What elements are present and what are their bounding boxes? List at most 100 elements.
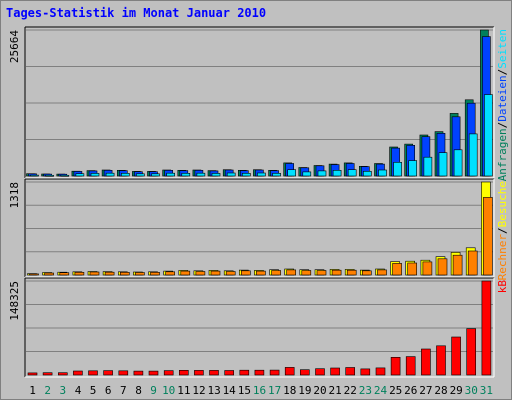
day-bars: [330, 367, 340, 376]
day-bars: [390, 356, 401, 376]
bar-seiten: [362, 171, 372, 177]
day-bars: [358, 166, 372, 177]
bar-seiten: [393, 162, 402, 177]
bar-seiten: [136, 173, 145, 177]
bar-seiten: [302, 171, 312, 177]
day-label: 15: [238, 384, 251, 397]
bar-rechner: [301, 270, 312, 276]
bar-kb: [194, 370, 204, 376]
day-bars: [450, 252, 463, 276]
bar-kb: [239, 369, 250, 376]
day-bars: [209, 370, 219, 376]
day-bars: [133, 271, 145, 276]
day-label: 20: [313, 384, 326, 397]
day-bars: [194, 370, 204, 376]
bar-seiten: [347, 169, 357, 177]
bar-rechner: [407, 262, 418, 276]
day-bars: [269, 269, 281, 276]
bar-rechner: [377, 269, 387, 276]
bar-kb: [375, 367, 386, 376]
day-bars: [71, 170, 85, 177]
day-label: 11: [177, 384, 190, 397]
day-bars: [389, 146, 402, 177]
day-bars: [86, 170, 100, 177]
day-bars: [345, 367, 356, 376]
day-bars: [88, 370, 98, 376]
day-bars: [435, 256, 448, 276]
bar-rechner: [483, 197, 493, 276]
bar-kb: [224, 370, 234, 376]
bar-rechner: [392, 263, 402, 276]
day-label: 25: [389, 384, 402, 397]
legend-item: /: [496, 69, 509, 76]
day-bars: [390, 261, 402, 276]
day-bars: [481, 280, 492, 376]
day-bars: [193, 270, 206, 276]
day-label: 21: [328, 384, 341, 397]
day-bars: [449, 113, 463, 177]
bar-seiten: [151, 173, 160, 177]
bar-kb: [88, 370, 98, 376]
bar-seiten: [484, 94, 493, 177]
chart-panels: 25664Anfragen/Dateien/Seiten1318Rechner/…: [8, 26, 509, 378]
day-bars: [192, 169, 206, 177]
day-bars: [328, 163, 342, 177]
day-bars: [57, 372, 68, 376]
day-label: 31: [480, 384, 493, 397]
day-label: 17: [268, 384, 281, 397]
bar-seiten: [45, 175, 54, 177]
legend-text: Rechner/Besuche: [496, 181, 509, 280]
day-bars: [480, 29, 493, 177]
day-bars: [27, 273, 39, 276]
day-label: 9: [150, 384, 157, 397]
bar-kb: [27, 372, 38, 376]
day-bars: [57, 271, 70, 276]
bar-rechner: [120, 271, 130, 276]
day-bars: [207, 170, 221, 177]
day-bars: [87, 271, 100, 276]
legend-middle: Rechner/Besuche: [496, 181, 509, 280]
bar-rechner: [346, 269, 357, 276]
day-bars: [101, 169, 115, 177]
day-label: 27: [419, 384, 432, 397]
day-bars: [148, 271, 160, 276]
bar-kb: [269, 369, 280, 376]
day-bars: [177, 170, 191, 177]
day-bars: [254, 369, 265, 376]
day-bars: [359, 269, 372, 276]
day-label: 28: [434, 384, 447, 397]
bar-kb: [254, 369, 265, 376]
legend-item: Besuche: [496, 181, 509, 227]
bar-rechner: [89, 271, 100, 276]
bar-kb: [73, 370, 83, 376]
day-bars: [329, 269, 342, 276]
day-bars: [208, 270, 221, 276]
day-bars: [436, 345, 446, 376]
day-label: 8: [135, 384, 142, 397]
day-bars: [434, 131, 448, 177]
day-label: 16: [253, 384, 266, 397]
legend-bottom: kB: [496, 280, 509, 294]
legend-item: Seiten: [496, 29, 509, 69]
bar-seiten: [257, 172, 266, 177]
bar-kb: [179, 369, 189, 376]
day-bars: [224, 370, 234, 376]
bar-seiten: [121, 173, 130, 177]
bar-kb: [209, 370, 219, 376]
bar-rechner: [241, 270, 251, 276]
day-bars: [238, 170, 251, 177]
day-bars: [103, 370, 113, 376]
day-label: 1: [29, 384, 36, 397]
panel-bottom: 148325 kB: [8, 277, 509, 378]
day-label: 6: [105, 384, 112, 397]
bar-kb: [345, 367, 356, 376]
day-bars: [283, 162, 297, 177]
day-bars: [375, 268, 387, 276]
day-label: 26: [404, 384, 417, 397]
y-max-label: 25664: [8, 30, 21, 63]
bar-kb: [133, 370, 144, 376]
bar-rechner: [135, 272, 145, 276]
bar-kb: [451, 336, 461, 376]
day-bars: [269, 369, 280, 376]
legend-item: /: [496, 122, 509, 129]
